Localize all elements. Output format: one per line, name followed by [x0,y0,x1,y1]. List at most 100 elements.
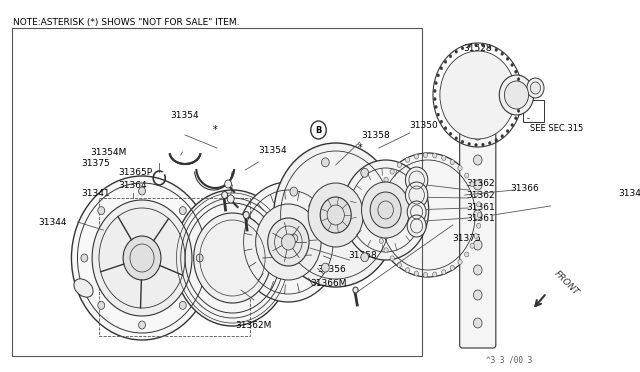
Circle shape [98,301,105,310]
Ellipse shape [92,200,192,316]
Circle shape [139,321,145,329]
Text: 31362: 31362 [467,190,495,199]
Circle shape [455,50,458,53]
Circle shape [442,155,446,160]
Circle shape [474,102,482,112]
Circle shape [353,287,358,293]
Ellipse shape [374,153,481,277]
Ellipse shape [504,81,529,109]
Circle shape [433,90,436,93]
Ellipse shape [440,51,516,139]
Ellipse shape [268,218,309,266]
Ellipse shape [406,182,428,208]
Text: 31365P: 31365P [118,167,152,176]
Circle shape [470,243,474,248]
Circle shape [361,168,369,177]
Circle shape [179,301,186,310]
Circle shape [501,52,504,55]
Circle shape [519,102,522,105]
Circle shape [390,169,394,174]
Circle shape [379,186,383,192]
Text: *: * [213,125,218,135]
Ellipse shape [282,234,295,250]
Text: *: * [358,143,362,153]
Bar [524,100,544,122]
Circle shape [450,160,454,165]
Circle shape [474,318,482,328]
Circle shape [379,238,383,244]
Circle shape [474,192,478,196]
Text: 31375: 31375 [82,158,111,167]
Circle shape [390,256,394,261]
Circle shape [433,272,437,277]
Circle shape [506,129,509,132]
Circle shape [474,210,482,220]
Bar [12,28,422,356]
Circle shape [405,268,410,273]
Circle shape [435,106,437,109]
Circle shape [376,228,380,234]
Text: NOTE:ASTERISK (*) SHOWS "NOT FOR SALE" ITEM.: NOTE:ASTERISK (*) SHOWS "NOT FOR SALE" I… [13,18,239,27]
Circle shape [361,253,369,262]
Text: 31358: 31358 [362,131,390,140]
Text: 31362M: 31362M [236,321,272,330]
Circle shape [374,218,378,223]
Ellipse shape [72,176,212,340]
Circle shape [433,153,437,158]
Circle shape [444,60,447,63]
Ellipse shape [406,167,428,193]
Circle shape [520,93,522,96]
Text: 31528: 31528 [463,44,492,52]
Circle shape [477,223,481,228]
Circle shape [474,265,482,275]
Circle shape [461,47,464,50]
Circle shape [442,270,446,275]
Circle shape [423,153,428,158]
Circle shape [458,166,462,171]
Circle shape [477,202,481,207]
Text: 31358: 31358 [349,250,378,260]
Text: 31344: 31344 [39,218,67,227]
Circle shape [243,212,249,218]
Text: 31362: 31362 [467,179,495,187]
Text: 31364: 31364 [118,180,147,189]
Circle shape [414,271,419,276]
Circle shape [196,254,203,262]
Circle shape [465,173,469,178]
Circle shape [376,196,380,202]
Text: 31366: 31366 [511,183,540,192]
Circle shape [444,126,447,130]
Circle shape [450,265,454,270]
Text: ^3 3 /00 3: ^3 3 /00 3 [486,356,532,365]
Circle shape [482,143,484,146]
Circle shape [321,263,329,272]
Circle shape [461,140,464,143]
Circle shape [475,44,477,46]
Circle shape [474,290,482,300]
Circle shape [519,86,522,89]
Circle shape [179,206,186,215]
Circle shape [437,74,440,77]
Text: 31350: 31350 [409,121,438,129]
Circle shape [449,132,452,135]
Circle shape [384,177,388,182]
Circle shape [423,272,428,278]
Circle shape [474,234,478,238]
Ellipse shape [320,197,351,233]
Text: 31361: 31361 [467,202,495,212]
Circle shape [517,78,520,81]
Circle shape [440,67,443,70]
Circle shape [468,142,470,145]
Text: 31356: 31356 [317,266,346,275]
Circle shape [468,45,470,48]
Circle shape [477,212,482,218]
Circle shape [488,45,491,48]
Text: 31354: 31354 [259,145,287,154]
Circle shape [435,81,437,84]
Text: 31354M: 31354M [90,148,127,157]
Circle shape [470,182,474,187]
Circle shape [433,97,436,100]
Ellipse shape [342,160,429,260]
Ellipse shape [255,204,321,280]
Text: FRONT: FRONT [553,269,580,297]
